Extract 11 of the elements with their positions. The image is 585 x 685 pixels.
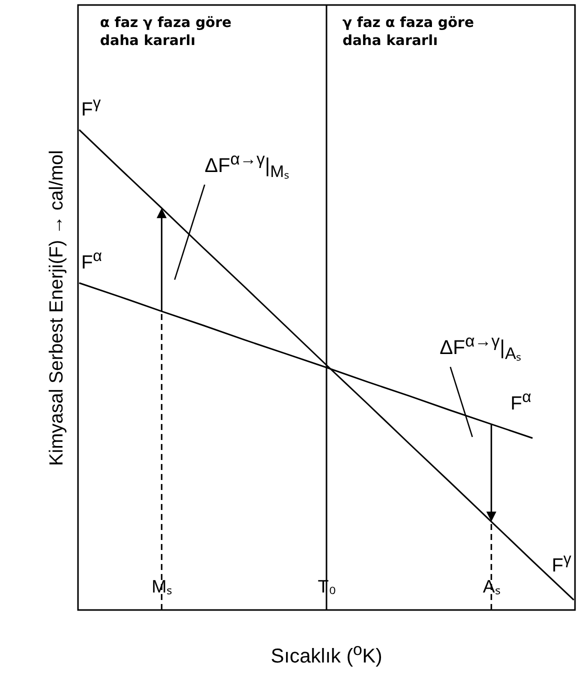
text: α faz γ faza göre daha kararlı bbox=[100, 15, 232, 50]
y-axis-title: Kimyasal Serbest Enerji(F) → cal/mol bbox=[46, 150, 68, 466]
text: F$^{γ}$ bbox=[81, 94, 101, 120]
text: γ faz α faza göre daha kararlı bbox=[342, 15, 474, 50]
x-tick-label: Mₛ bbox=[152, 576, 173, 596]
x-axis-title: Sıcaklık ($^{o}$K) bbox=[270, 640, 382, 670]
annotation: ΔF$^{α→γ}$|$_{Aₛ}$ bbox=[440, 331, 522, 365]
text: F$^{α}$ bbox=[510, 389, 532, 414]
series-label: F$^{γ}$ bbox=[552, 550, 572, 578]
series-label: F$^{α}$ bbox=[81, 246, 102, 275]
annotation: ΔF$^{α→γ}$|$_{Mₛ}$ bbox=[204, 149, 289, 183]
